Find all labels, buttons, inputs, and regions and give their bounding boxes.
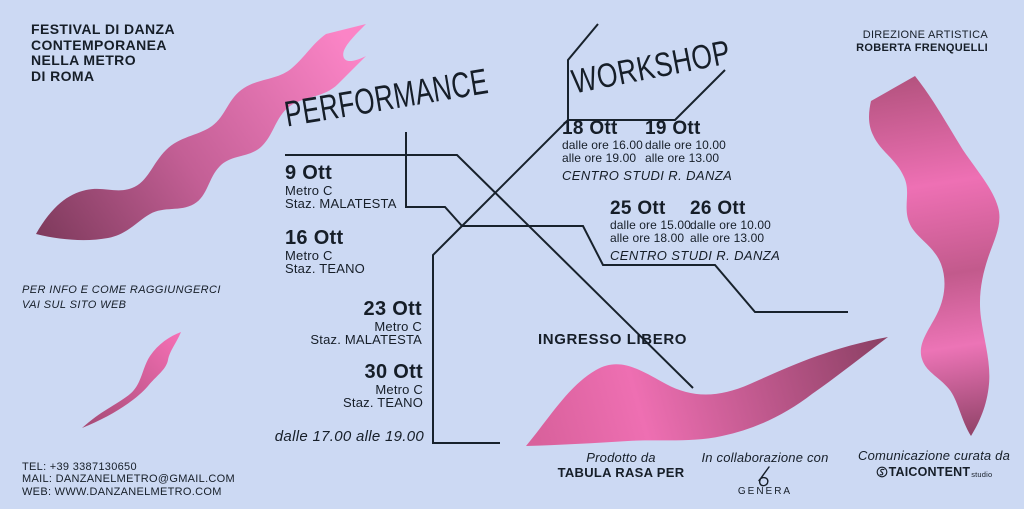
event-time-to: alle ore 18.00 (610, 230, 685, 245)
contact-website: WEB: WWW.DANZANELMETRO.COM (22, 485, 222, 498)
communication-name-suffix: studio (971, 470, 993, 479)
event-date: 23 Ott (363, 298, 422, 320)
event-station: Staz. MALATESTA (285, 196, 397, 211)
produced-by-name: TABULA RASA PER (557, 465, 685, 480)
event-metro-line: Metro C (285, 183, 333, 198)
event-date: 25 Ott (610, 198, 666, 219)
workshop-venue-2: CENTRO STUDI R. DANZA (610, 248, 781, 263)
pink-ribbon-top-left (36, 24, 366, 241)
workshop-event-3: 25 Ott dalle ore 15.00 alle ore 18.00 (610, 199, 691, 244)
communication-label: Comunicazione curata da (857, 448, 1011, 463)
event-time-from: dalle ore 16.00 (562, 138, 643, 152)
event-station: Staz. TEANO (343, 395, 423, 410)
produced-label: Prodotto da (586, 450, 656, 465)
metro-line-performance-diagonal (285, 154, 694, 389)
artistic-director-name: ROBERTA FRENQUELLI (856, 41, 988, 54)
event-time-to: alle ore 13.00 (645, 150, 720, 165)
event-time-from: dalle ore 10.00 (645, 138, 726, 152)
performance-event-1: 9 Ott Metro C Staz. MALATESTA (285, 162, 397, 211)
performance-event-4: 30 Ott Metro C Staz. TEANO (343, 361, 423, 410)
genera-logo-icon (685, 466, 845, 487)
pink-wave-bottom (526, 337, 888, 446)
event-date: 30 Ott (364, 361, 423, 383)
collaboration-label: In collaborazione con (701, 450, 829, 465)
credit-communication: Comunicazione curata da TAICONTENT studi… (844, 448, 1024, 483)
event-time-from: dalle ore 10.00 (690, 218, 771, 232)
collaboration-name: GENERA (737, 486, 793, 497)
poster-title: FESTIVAL DI DANZA CONTEMPORANEA NELLA ME… (31, 21, 175, 84)
credit-collaboration: In collaborazione con GENERA (685, 450, 845, 497)
contact-phone: TEL: +39 3387130650 (22, 461, 137, 473)
title-line-2: CONTEMPORANEA (31, 36, 167, 53)
workshop-venue-1: CENTRO STUDI R. DANZA (562, 168, 733, 183)
communication-name: TAICONTENT (888, 465, 971, 479)
event-date: 18 Ott (562, 118, 618, 139)
workshop-event-1: 18 Ott dalle ore 16.00 alle ore 19.00 (562, 119, 643, 164)
event-metro-line: Metro C (375, 382, 423, 397)
artistic-direction: DIREZIONE ARTISTICA ROBERTA FRENQUELLI (856, 29, 988, 54)
event-metro-line: Metro C (374, 319, 422, 334)
info-note-line-2: VAI SUL SITO WEB (22, 298, 127, 311)
title-line-1: FESTIVAL DI DANZA (31, 21, 175, 37)
event-time-to: alle ore 13.00 (690, 230, 765, 245)
taicontent-logo-icon (876, 466, 888, 478)
metro-line-workshop-lower (462, 225, 848, 313)
artistic-direction-label: DIREZIONE ARTISTICA (862, 29, 988, 41)
event-time-to: alle ore 19.00 (562, 150, 637, 165)
workshop-event-2: 19 Ott dalle ore 10.00 alle ore 13.00 (645, 119, 726, 164)
event-station: Staz. TEANO (285, 261, 365, 276)
metro-line-cross-branch (432, 119, 569, 444)
event-time-from: dalle ore 15.00 (610, 218, 691, 232)
event-date: 16 Ott (285, 227, 344, 249)
title-line-4: DI ROMA (31, 67, 95, 84)
event-date: 9 Ott (285, 162, 333, 184)
pink-ribbon-left-small (82, 332, 181, 428)
performance-time-note: dalle 17.00 alle 19.00 (274, 428, 424, 445)
contact-block: TEL: +39 3387130650 MAIL: DANZANELMETRO@… (22, 461, 235, 498)
credit-produced: Prodotto da TABULA RASA PER (541, 450, 701, 480)
free-entry-note: INGRESSO LIBERO (538, 331, 688, 348)
metro-line-left-branch (405, 132, 463, 227)
pink-ribbon-right (869, 76, 1000, 436)
info-note: PER INFO E COME RAGGIUNGERCI VAI SUL SIT… (22, 283, 221, 312)
title-line-3: NELLA METRO (31, 52, 136, 68)
event-date: 19 Ott (645, 118, 701, 139)
event-station: Staz. MALATESTA (310, 332, 422, 347)
info-note-line-1: PER INFO E COME RAGGIUNGERCI (22, 284, 221, 296)
event-metro-line: Metro C (285, 248, 333, 263)
workshop-event-4: 26 Ott dalle ore 10.00 alle ore 13.00 (690, 199, 771, 244)
event-date: 26 Ott (690, 198, 746, 219)
performance-event-2: 16 Ott Metro C Staz. TEANO (285, 227, 365, 276)
contact-email: MAIL: DANZANELMETRO@GMAIL.COM (22, 473, 235, 486)
performance-event-3: 23 Ott Metro C Staz. MALATESTA (310, 298, 422, 347)
